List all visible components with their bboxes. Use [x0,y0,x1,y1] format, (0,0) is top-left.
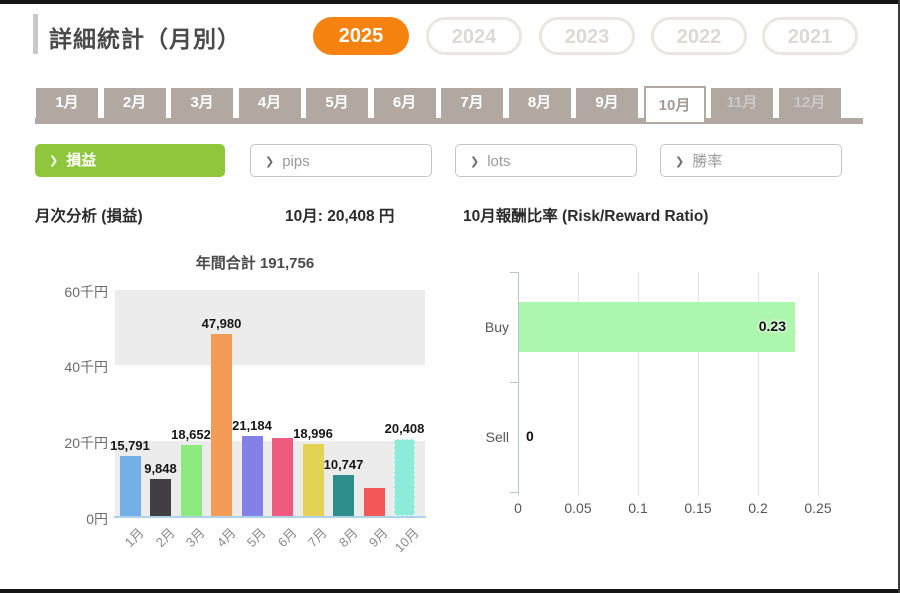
y-axis-tick-mark [510,382,518,383]
bar-value-label: 47,980 [201,316,242,331]
plot-band [115,365,425,441]
year-button-2021[interactable]: 2021 [762,17,858,55]
chevron-right-icon: ❯ [49,155,59,167]
tab-month-10[interactable]: 10月 [643,86,706,122]
filter-button-winrate[interactable]: ❯ 勝率 [660,144,842,177]
y-axis-tick: 60千円 [64,284,108,300]
title-accent-bar [33,14,38,54]
tab-month-12[interactable]: 12月 [778,88,841,118]
risk-reward-chart: Buy Sell 0 0.05 0.1 0.15 0.2 0.25 0.23 0 [463,240,860,530]
filter-button-pl[interactable]: ❯ 損益 [35,144,225,177]
tab-month-2[interactable]: 2月 [103,88,166,118]
annual-total-title: 年間合計 191,756 [195,255,315,272]
rr-grid-line [698,272,699,495]
tab-month-11[interactable]: 11月 [711,88,773,118]
bottom-border [0,589,898,593]
tab-month-3[interactable]: 3月 [171,88,233,118]
tab-month-4[interactable]: 4月 [238,88,301,118]
x-axis-tick: 0.15 [684,500,712,516]
bar-value-label: 20,408 [384,421,425,436]
tab-month-9[interactable]: 9月 [576,88,638,118]
filter-button-lots[interactable]: ❯ lots [455,144,637,177]
y-axis-line [518,272,519,495]
bar-value-label: 9,848 [144,461,177,476]
tab-month-5[interactable]: 5月 [306,88,368,118]
bar-value-label: 18,996 [293,426,333,441]
bar-3月[interactable] [180,445,202,516]
x-axis-tick: 0.2 [748,500,768,516]
tab-month-1[interactable]: 1月 [36,88,98,118]
monthly-bar-chart: 年間合計 191,756 60千円 40千円 20千円 0円 15,791 9,8… [35,240,450,580]
bar-5月[interactable] [241,436,263,516]
year-button-2024[interactable]: 2024 [426,17,522,55]
bar-9月[interactable] [363,488,385,516]
bar-value-label: 15,791 [110,438,150,453]
chevron-right-icon: ❯ [265,156,275,168]
top-border [0,0,898,4]
y-axis-tick: 0円 [86,511,108,527]
y-axis-tick-mark [510,272,518,273]
year-button-2023[interactable]: 2023 [539,17,635,55]
tab-month-7[interactable]: 7月 [441,88,503,118]
rr-grid-line [758,272,759,495]
y-axis-tick: 40千円 [64,359,108,375]
bar-value-label: 10,747 [323,457,364,472]
rr-grid-line [638,272,639,495]
bar-value-label: 0 [526,428,534,444]
bar-buy[interactable] [519,302,795,352]
risk-reward-heading: 10月報酬比率 (Risk/Reward Ratio) [463,208,709,225]
bar-4月[interactable] [211,334,232,516]
bar-2月[interactable] [150,479,171,516]
bar-10月[interactable] [394,439,415,516]
chevron-right-icon: ❯ [470,156,480,168]
year-button-2025[interactable]: 2025 [313,17,409,55]
y-axis-tick: 20千円 [64,435,108,451]
x-axis-tick: 0.25 [804,500,832,516]
year-button-2022[interactable]: 2022 [651,17,747,55]
monthly-analysis-heading: 月次分析 (損益) [35,208,143,225]
x-axis-line [114,516,426,518]
category-label-sell: Sell [485,429,509,445]
monthly-bar-plot: 15,791 9,848 18,652 47,980 21,184 18,996 10,74… [110,290,426,518]
bar-6月[interactable] [272,438,293,516]
bar-value-label: 21,184 [232,418,272,433]
bar-value-label: 18,652 [171,427,211,442]
rr-plot: 0 0.05 0.1 0.15 0.2 0.25 0.23 0 [510,272,832,516]
filter-label: lots [487,153,511,170]
tab-month-8[interactable]: 8月 [508,88,571,118]
category-label-buy: Buy [484,319,509,335]
tab-month-6[interactable]: 6月 [373,88,436,118]
rr-grid-line [578,272,579,495]
x-axis-tick: 0.1 [628,500,648,516]
x-axis-tick: 0.05 [564,500,592,516]
month-total-value: 10月: 20,408 円 [285,208,395,225]
x-axis-tick: 0 [514,500,522,516]
bar-value-label: 0.23 [758,318,786,334]
filter-label: pips [282,153,310,170]
filter-button-pips[interactable]: ❯ pips [250,144,432,177]
filter-label: 勝率 [692,153,723,170]
y-axis-tick-mark [510,492,518,493]
rr-grid-line [818,272,819,495]
page-title: 詳細統計（月別） [49,26,241,52]
bar-8月[interactable] [333,475,354,516]
chevron-right-icon: ❯ [675,156,685,168]
tab-underline [35,118,863,124]
filter-label: 損益 [66,152,97,169]
bar-1月[interactable] [119,456,141,516]
plot-band [115,290,425,365]
bar-7月[interactable] [302,444,324,516]
